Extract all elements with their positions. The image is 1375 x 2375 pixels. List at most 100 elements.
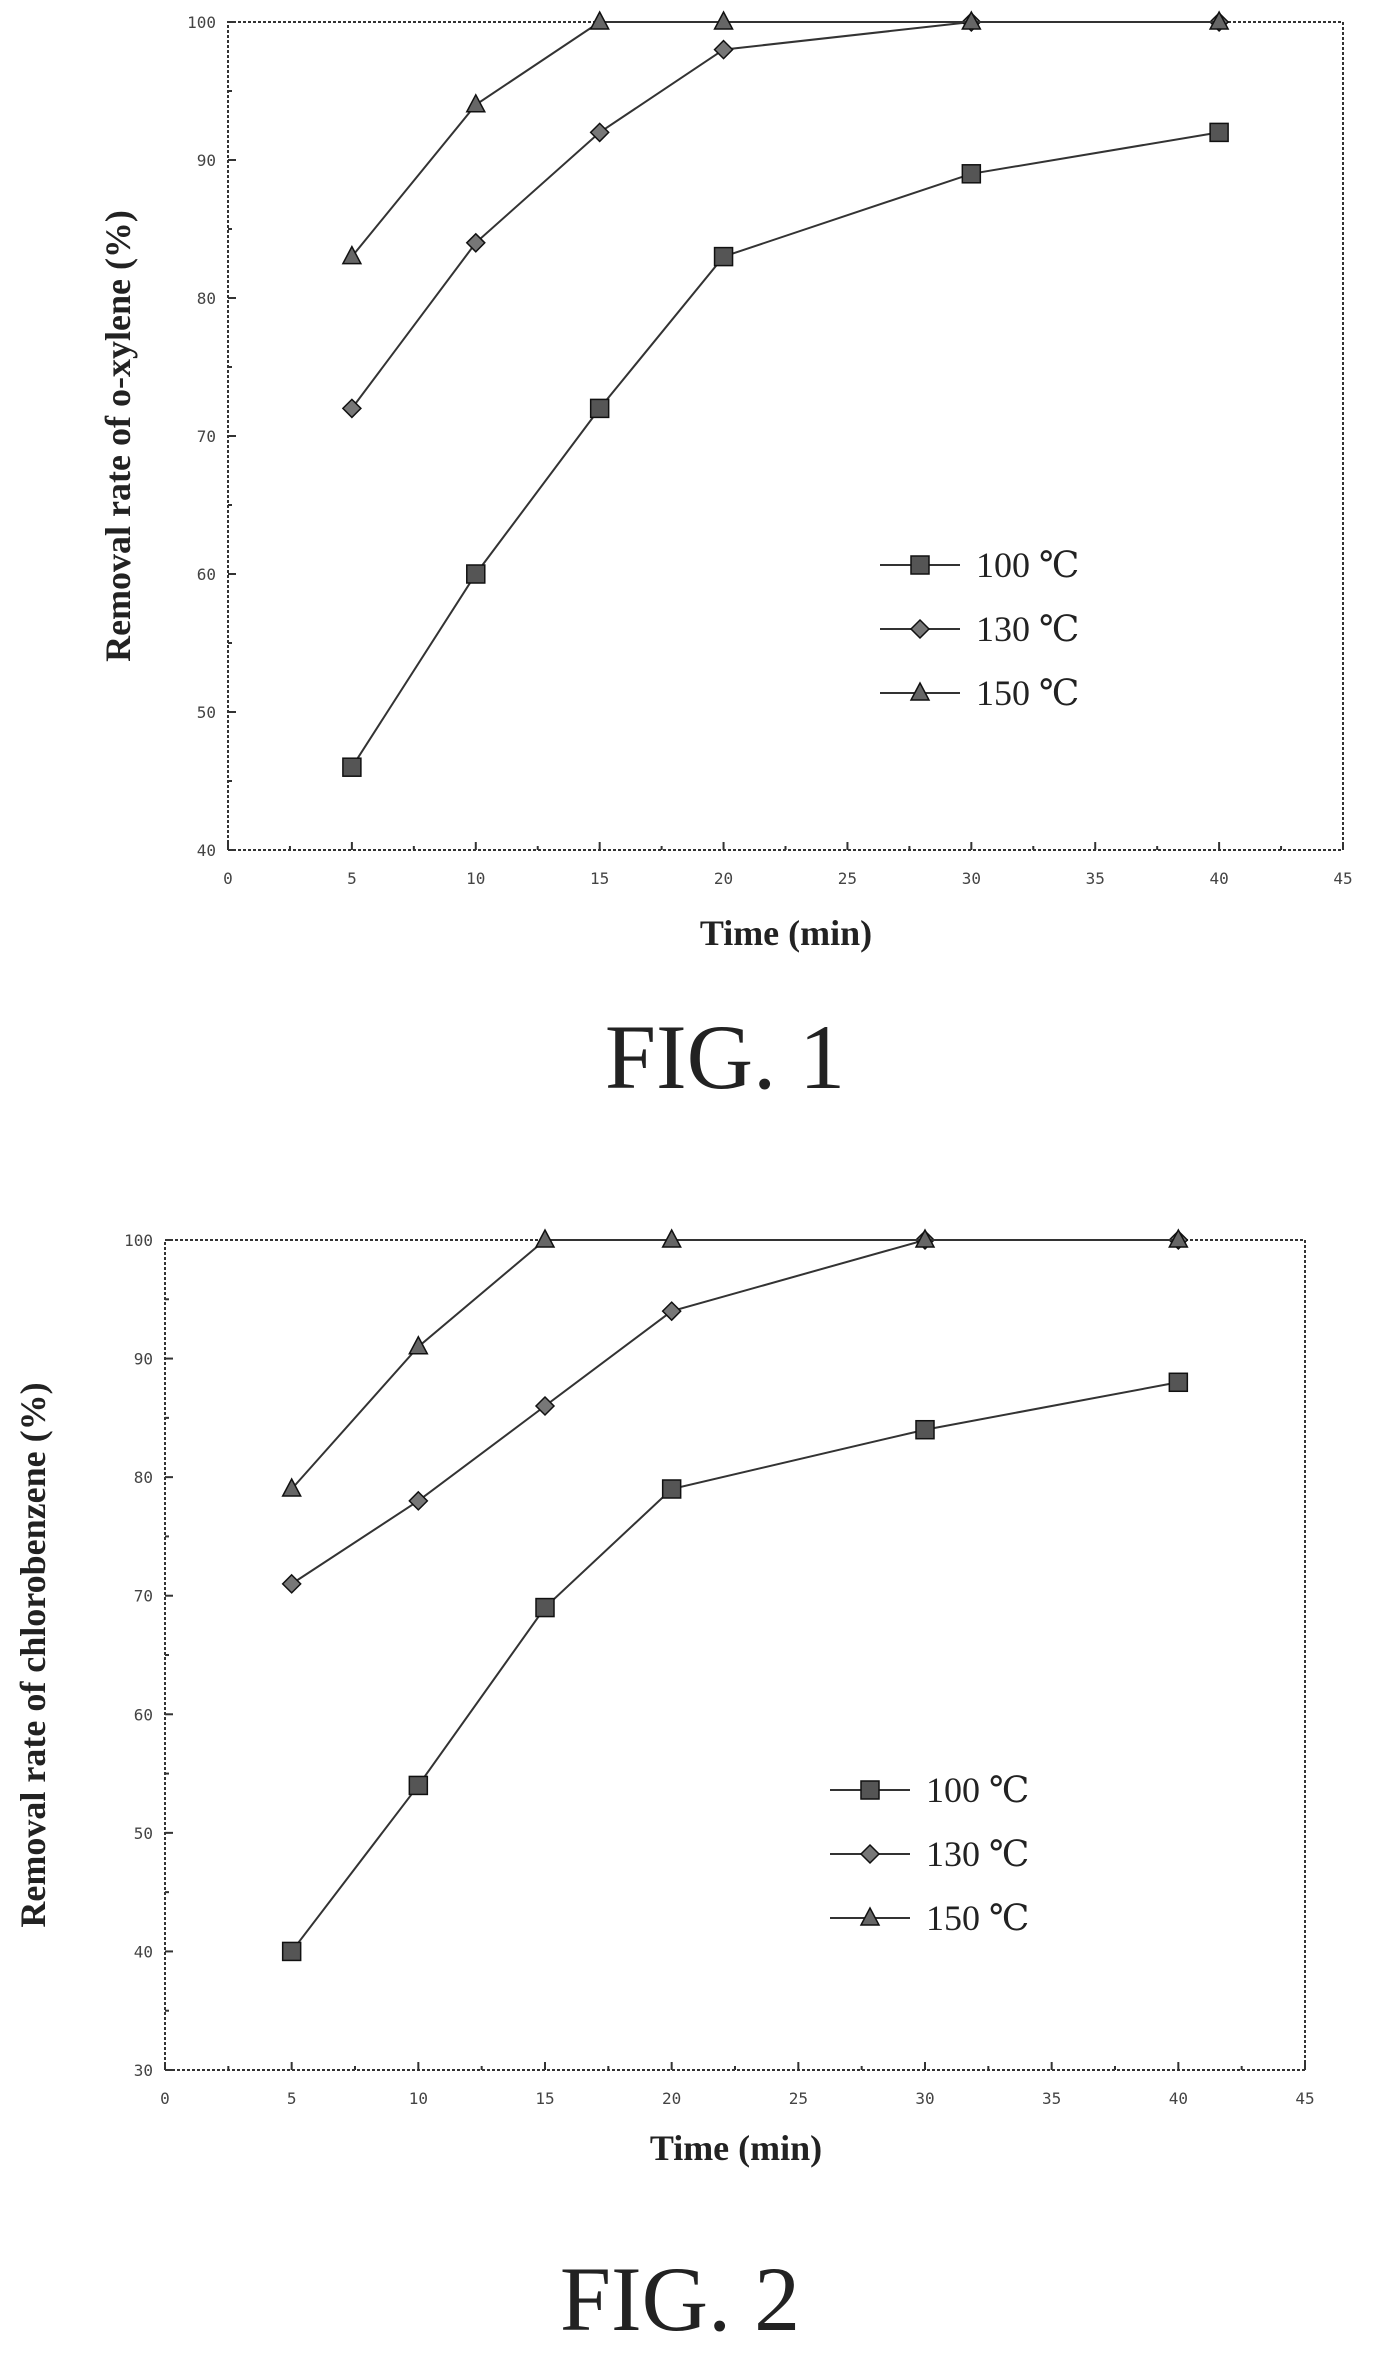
y-tick-label: 90 — [134, 1350, 153, 1369]
x-tick-label: 15 — [590, 869, 609, 888]
legend-label: 150 ℃ — [976, 673, 1079, 713]
legend-marker — [859, 1906, 881, 1926]
series-line — [351, 131, 1220, 768]
data-point — [713, 39, 734, 60]
y-tick-label: 60 — [197, 565, 216, 584]
legend-label: 130 ℃ — [926, 1834, 1029, 1874]
y-tick-label: 50 — [197, 703, 216, 722]
y-tick-label: 100 — [187, 13, 216, 32]
data-point — [661, 1301, 682, 1322]
x-tick-label: 0 — [160, 2089, 170, 2108]
data-point — [713, 10, 734, 30]
data-point — [342, 757, 362, 777]
legend-marker — [860, 1780, 880, 1800]
data-point — [713, 246, 734, 267]
x-tick-label: 40 — [1209, 869, 1228, 888]
x-tick-label: 45 — [1295, 2089, 1314, 2108]
data-point — [408, 1335, 429, 1355]
x-tick-label: 40 — [1169, 2089, 1188, 2108]
series-line — [351, 21, 1220, 258]
data-point — [534, 1395, 556, 1417]
y-tick-label: 40 — [197, 841, 216, 860]
chart-fig2: 0 5 10 15 20 25 30 35 40 45 30 40 50 60 70 80 90 100 100 … — [13, 1228, 1315, 2350]
data-point — [961, 10, 982, 30]
x-tick-label: 25 — [838, 869, 857, 888]
legend-label: 100 ℃ — [976, 545, 1079, 585]
data-point — [661, 1479, 682, 1499]
y-tick-label: 50 — [134, 1824, 153, 1843]
y-axis-label: Removal rate of o-xylene (%) — [98, 210, 138, 662]
data-point — [535, 1597, 555, 1618]
data-point — [1209, 122, 1229, 143]
figure-caption: FIG. 2 — [560, 2248, 800, 2350]
data-point — [915, 1419, 935, 1440]
data-point — [1168, 1372, 1189, 1393]
x-tick-label: 15 — [535, 2089, 554, 2108]
data-point — [534, 1228, 556, 1248]
series-line — [351, 21, 1220, 409]
data-point — [281, 1477, 302, 1497]
data-point — [281, 1573, 302, 1594]
plot-frame — [164, 1239, 1306, 2071]
x-axis-label: Time (min) — [650, 2128, 822, 2168]
data-point — [1168, 1228, 1189, 1248]
data-point — [281, 1941, 302, 1962]
legend-marker — [910, 555, 930, 575]
x-tick-label: 35 — [1086, 869, 1105, 888]
y-tick-label: 30 — [134, 2061, 153, 2080]
x-tick-label: 20 — [714, 869, 733, 888]
plot-series — [281, 1228, 1189, 1962]
data-point — [1208, 10, 1230, 30]
x-tick-label: 0 — [223, 869, 233, 888]
x-tick-label: 10 — [409, 2089, 428, 2108]
x-tick-label: 30 — [915, 2089, 934, 2108]
legend-label: 130 ℃ — [976, 609, 1079, 649]
data-point — [466, 564, 486, 584]
legend-label: 100 ℃ — [926, 1770, 1029, 1810]
legend-marker — [909, 618, 931, 640]
x-tick-label: 5 — [347, 869, 357, 888]
y-tick-label: 100 — [124, 1231, 153, 1250]
data-point — [408, 1490, 429, 1511]
series-line — [290, 1239, 1179, 1490]
x-axis-label: Time (min) — [700, 913, 872, 953]
legend-label: 150 ℃ — [926, 1898, 1029, 1938]
y-tick-label: 80 — [197, 289, 216, 308]
data-point — [661, 1228, 682, 1248]
data-point — [589, 398, 610, 419]
data-point — [465, 93, 487, 113]
legend: 100 ℃ 130 ℃ 150 ℃ — [830, 1770, 1029, 1938]
data-point — [408, 1775, 429, 1796]
series-line — [290, 1381, 1179, 1953]
legend-marker — [909, 681, 931, 701]
data-point — [961, 164, 982, 184]
data-point — [341, 244, 363, 265]
data-point — [589, 10, 610, 30]
data-point — [589, 122, 610, 143]
plot-series — [341, 10, 1230, 777]
axis-ticks: 0 5 10 15 20 25 30 35 40 45 40 50 60 70 80 90 100 — [187, 13, 1353, 888]
series-line — [291, 1239, 1179, 1585]
y-tick-label: 70 — [197, 427, 216, 446]
x-tick-label: 5 — [287, 2089, 297, 2108]
data-point — [465, 232, 486, 253]
legend-marker — [859, 1843, 881, 1865]
figure-caption: FIG. 1 — [605, 1006, 845, 1108]
y-tick-label: 80 — [134, 1468, 153, 1487]
y-axis-label: Removal rate of chlorobenzene (%) — [13, 1382, 53, 1927]
y-tick-label: 90 — [197, 151, 216, 170]
x-tick-label: 30 — [962, 869, 981, 888]
y-tick-label: 60 — [134, 1705, 153, 1724]
x-tick-label: 10 — [466, 869, 485, 888]
plot-frame — [227, 21, 1344, 851]
axis-ticks: 0 5 10 15 20 25 30 35 40 45 30 40 50 60 70 80 90 100 — [124, 1231, 1315, 2108]
y-tick-label: 70 — [134, 1587, 153, 1606]
data-point — [341, 398, 362, 419]
x-tick-label: 45 — [1333, 869, 1352, 888]
x-tick-label: 20 — [662, 2089, 681, 2108]
data-point — [914, 1228, 936, 1248]
legend: 100 ℃ 130 ℃ 150 ℃ — [880, 545, 1079, 713]
x-tick-label: 25 — [789, 2089, 808, 2108]
